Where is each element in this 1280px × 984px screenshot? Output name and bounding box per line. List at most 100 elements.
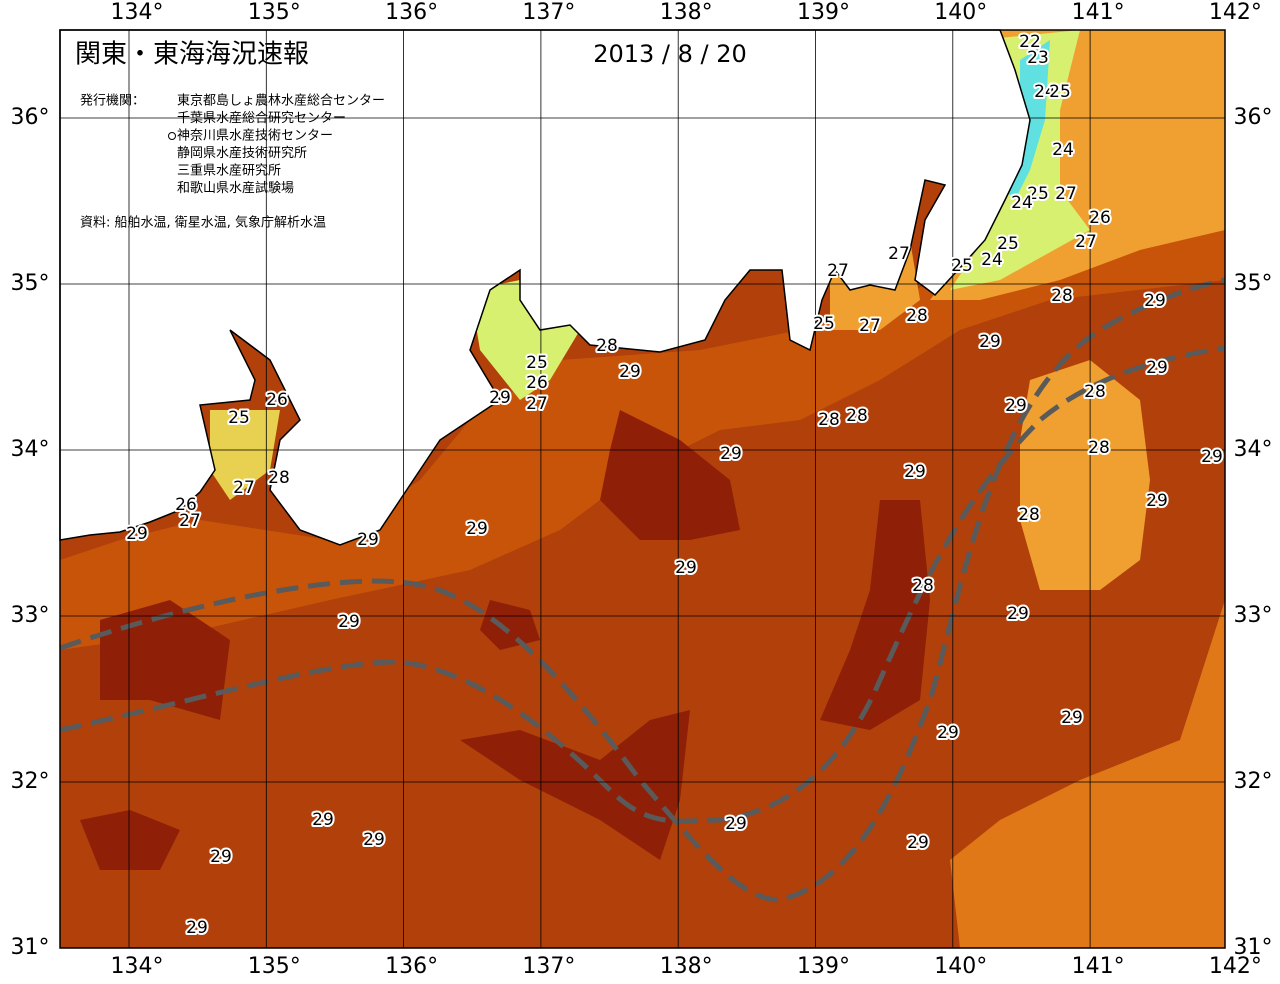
lon-label-top: 135°: [248, 0, 301, 25]
contour-label: 25: [1049, 82, 1071, 102]
lon-label-bottom: 136°: [385, 954, 438, 979]
contour-label: 23: [1027, 48, 1049, 68]
contour-label: 29: [725, 814, 747, 834]
contour-label: 25: [526, 353, 548, 373]
contour-label: 29: [1146, 358, 1168, 378]
contour-label: 29: [907, 833, 929, 853]
contour-label: 27: [179, 511, 201, 531]
contour-label: 27: [233, 478, 255, 498]
lon-label-bottom: 134°: [111, 954, 164, 979]
issuer: 和歌山県水産試験場: [177, 180, 294, 196]
contour-label: 29: [338, 612, 360, 632]
contour-label: 27: [1055, 184, 1077, 204]
contour-label: 29: [126, 524, 148, 544]
contour-label: 29: [363, 830, 385, 850]
issuer: 東京都島しょ農林水産総合センター: [177, 93, 385, 109]
lon-label-bottom: 141°: [1072, 954, 1125, 979]
contour-label: 27: [526, 394, 548, 414]
sea-southeast: [950, 600, 1225, 948]
contour-label: 29: [1061, 708, 1083, 728]
contour-label: 24: [1034, 82, 1056, 102]
lon-label-top: 136°: [385, 0, 438, 25]
lat-label-left: 35°: [11, 271, 50, 296]
contour-label: 25: [951, 256, 973, 276]
contour-label: 29: [720, 444, 742, 464]
lon-label-bottom: 140°: [934, 954, 987, 979]
warm-core: [820, 500, 930, 730]
lon-label-bottom: 139°: [797, 954, 850, 979]
warm-core: [460, 710, 690, 860]
lat-label-right: 32°: [1234, 769, 1273, 794]
issuer: 神奈川県水産技術センター: [177, 128, 333, 144]
lon-label-top: 142°: [1209, 0, 1262, 25]
contour-label: 29: [312, 810, 334, 830]
contour-label: 24: [1011, 193, 1033, 213]
contour-label: 28: [1051, 286, 1073, 306]
contour-label: 29: [1144, 291, 1166, 311]
warm-core: [600, 410, 740, 540]
contour-label: 28: [846, 406, 868, 426]
contour-label: 29: [210, 847, 232, 867]
source: 資料: 船舶水温, 衛星水温, 気象庁解析水温: [80, 215, 326, 231]
contour-label: 29: [1007, 604, 1029, 624]
contour-label: 25: [997, 234, 1019, 254]
marker: [168, 132, 176, 140]
contour-label: 25: [1027, 184, 1049, 204]
contour-label: 24: [1052, 140, 1074, 160]
warm-core: [80, 810, 180, 870]
contour-label: 29: [904, 462, 926, 482]
kii-channel: [210, 410, 280, 500]
issuers-label: 発行機関：: [80, 94, 145, 109]
kuroshio-north: [59, 277, 1226, 903]
contour-label: 26: [526, 373, 548, 393]
lat-label-left: 34°: [11, 437, 50, 462]
contour-label: 26: [266, 390, 288, 410]
contour-label: 28: [818, 410, 840, 430]
sea-cool-eddy: [1020, 360, 1150, 590]
contour-label: 22: [1019, 32, 1041, 52]
contour-label: 29: [466, 519, 488, 539]
kuroshio-south: [59, 345, 1226, 824]
date: 2013 / 8 / 20: [593, 40, 747, 68]
contour-label: 29: [1201, 447, 1223, 467]
lon-label-top: 134°: [111, 0, 164, 25]
contour-label: 26: [1089, 208, 1111, 228]
issuer: 三重県水産研究所: [177, 163, 281, 179]
lon-label-top: 137°: [522, 0, 575, 25]
contour-label: 28: [1088, 438, 1110, 458]
contour-label: 25: [813, 314, 835, 334]
lon-label-top: 138°: [660, 0, 713, 25]
contour-label: 29: [357, 530, 379, 550]
lat-label-right: 34°: [1234, 437, 1273, 462]
lat-label-left: 32°: [11, 769, 50, 794]
lat-label-left: 31°: [11, 935, 50, 960]
contour-label: 29: [675, 558, 697, 578]
lat-label-right: 31°: [1234, 935, 1273, 960]
contour-label: 27: [888, 244, 910, 264]
lat-label-left: 33°: [11, 603, 50, 628]
lon-label-bottom: 142°: [1209, 954, 1262, 979]
contour-label: 24: [981, 250, 1003, 270]
warm-core: [100, 600, 230, 720]
contour-label: 29: [1146, 491, 1168, 511]
contour-label: 25: [228, 408, 250, 428]
contour-label: 28: [596, 336, 618, 356]
contour-label: 29: [489, 388, 511, 408]
contour-label: 28: [1084, 382, 1106, 402]
lat-label-right: 36°: [1234, 105, 1273, 130]
title: 関東・東海海況速報: [75, 40, 309, 70]
contour-label: 29: [1005, 396, 1027, 416]
lat-label-left: 36°: [11, 105, 50, 130]
lon-label-top: 141°: [1072, 0, 1125, 25]
map-frame: [59, 29, 1226, 949]
contour-label: 29: [979, 332, 1001, 352]
lat-label-right: 33°: [1234, 603, 1273, 628]
contour-label: 28: [268, 468, 290, 488]
lon-label-bottom: 137°: [522, 954, 575, 979]
lon-label-bottom: 138°: [660, 954, 713, 979]
issuer: 静岡県水産技術研究所: [177, 145, 307, 161]
contour-label: 26: [175, 495, 197, 515]
contour-label: 28: [906, 306, 928, 326]
issuer: 千葉県水産総合研究センター: [177, 110, 346, 126]
